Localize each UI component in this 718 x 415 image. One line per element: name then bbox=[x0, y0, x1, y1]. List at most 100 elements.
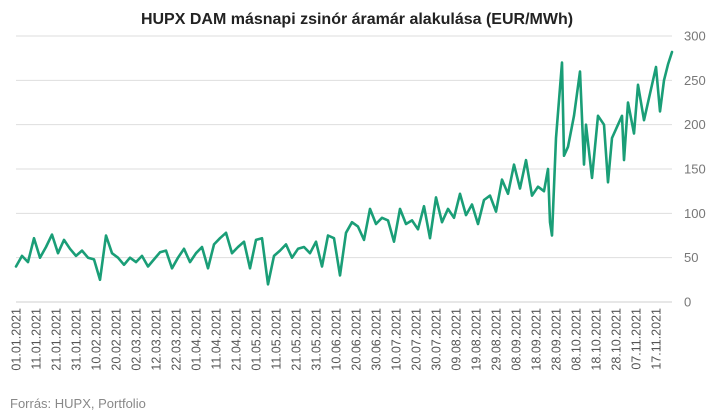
x-tick-label: 01.05.2021 bbox=[250, 308, 264, 371]
data-point bbox=[105, 234, 107, 237]
data-point bbox=[501, 178, 503, 181]
y-axis: 0 50 100 150 200 250 300 bbox=[684, 29, 706, 310]
x-tick-label: 20.06.2021 bbox=[350, 308, 364, 371]
data-point bbox=[537, 185, 539, 188]
data-point bbox=[219, 237, 221, 240]
data-point bbox=[123, 263, 125, 266]
data-point bbox=[351, 221, 353, 224]
data-point bbox=[507, 192, 509, 195]
data-point bbox=[627, 101, 629, 104]
gridlines bbox=[16, 35, 672, 303]
x-tick-label: 01.04.2021 bbox=[190, 308, 204, 371]
x-tick-label: 28.09.2021 bbox=[550, 308, 564, 371]
data-point bbox=[321, 265, 323, 268]
data-point bbox=[15, 265, 17, 268]
x-tick-label: 22.03.2021 bbox=[170, 308, 184, 371]
data-point bbox=[189, 261, 191, 263]
data-point bbox=[375, 223, 377, 225]
data-point bbox=[551, 234, 553, 237]
y-tick-label: 250 bbox=[684, 73, 706, 88]
y-tick-label: 200 bbox=[684, 117, 706, 132]
data-point bbox=[429, 237, 431, 240]
chart-title: HUPX DAM másnapi zsinór áramár alakulása… bbox=[141, 11, 573, 28]
data-point bbox=[671, 51, 673, 53]
data-point bbox=[87, 256, 89, 259]
data-point bbox=[303, 246, 305, 248]
data-point bbox=[27, 261, 29, 263]
data-point bbox=[459, 192, 461, 195]
data-point bbox=[177, 256, 179, 259]
x-tick-label: 10.06.2021 bbox=[330, 308, 344, 371]
data-point bbox=[141, 255, 143, 257]
data-point bbox=[417, 228, 419, 231]
data-point bbox=[249, 267, 251, 270]
data-point bbox=[633, 132, 635, 135]
x-tick-label: 30.06.2021 bbox=[370, 308, 384, 371]
x-tick-label: 07.11.2021 bbox=[630, 308, 644, 370]
data-point bbox=[201, 246, 203, 248]
data-point bbox=[291, 256, 293, 259]
data-point bbox=[399, 208, 401, 210]
data-point bbox=[171, 267, 173, 270]
x-tick-label: 01.01.2021 bbox=[10, 308, 24, 371]
data-point bbox=[33, 237, 35, 240]
data-point bbox=[567, 145, 569, 148]
x-axis: 01.01.2021 11.01.2021 21.01.2021 31.01.2021… bbox=[10, 308, 664, 371]
data-point bbox=[477, 223, 479, 225]
source-note: Forrás: HUPX, Portfolio bbox=[10, 396, 146, 411]
data-point bbox=[603, 123, 605, 126]
x-tick-label: 09.08.2021 bbox=[450, 308, 464, 371]
x-tick-label: 28.10.2021 bbox=[610, 308, 624, 371]
x-tick-label: 30.07.2021 bbox=[430, 308, 444, 371]
data-point bbox=[555, 137, 557, 139]
data-point bbox=[81, 249, 83, 252]
y-tick-label: 50 bbox=[684, 250, 698, 265]
x-tick-label: 17.11.2021 bbox=[650, 308, 664, 370]
data-point bbox=[45, 246, 47, 248]
data-point bbox=[563, 154, 565, 157]
data-point bbox=[339, 274, 341, 277]
data-point bbox=[231, 252, 233, 255]
data-point bbox=[519, 187, 521, 190]
x-tick-label: 11.01.2021 bbox=[30, 308, 44, 370]
y-tick-label: 150 bbox=[684, 162, 706, 177]
data-point bbox=[597, 114, 599, 117]
y-tick-label: 300 bbox=[684, 29, 706, 44]
data-point bbox=[255, 239, 257, 241]
data-point bbox=[285, 243, 287, 246]
data-point bbox=[369, 208, 371, 210]
data-point bbox=[327, 234, 329, 237]
x-tick-label: 11.04.2021 bbox=[210, 308, 224, 370]
data-point bbox=[513, 163, 515, 166]
data-point bbox=[57, 252, 59, 255]
x-tick-label: 08.10.2021 bbox=[570, 308, 584, 371]
x-tick-label: 20.02.2021 bbox=[110, 308, 124, 371]
x-tick-label: 12.03.2021 bbox=[150, 308, 164, 371]
data-point bbox=[147, 265, 149, 268]
data-point bbox=[447, 208, 449, 210]
data-point bbox=[621, 114, 623, 117]
data-point bbox=[135, 261, 137, 263]
data-point bbox=[471, 203, 473, 206]
data-point bbox=[643, 119, 645, 122]
data-point bbox=[345, 231, 347, 234]
data-point bbox=[659, 110, 661, 113]
data-point bbox=[489, 194, 491, 197]
data-point bbox=[453, 216, 455, 219]
data-point bbox=[637, 83, 639, 86]
data-point bbox=[279, 249, 281, 252]
data-point bbox=[543, 190, 545, 193]
x-tick-label: 31.01.2021 bbox=[70, 308, 84, 371]
data-point bbox=[267, 283, 269, 286]
data-point bbox=[63, 239, 65, 241]
x-tick-label: 19.08.2021 bbox=[470, 308, 484, 371]
data-point bbox=[435, 196, 437, 199]
data-point bbox=[585, 123, 587, 126]
data-point bbox=[309, 252, 311, 255]
data-point bbox=[195, 252, 197, 255]
data-point bbox=[393, 240, 395, 243]
data-point bbox=[237, 246, 239, 248]
data-point bbox=[549, 221, 551, 224]
data-point bbox=[117, 256, 119, 259]
data-point bbox=[441, 221, 443, 224]
